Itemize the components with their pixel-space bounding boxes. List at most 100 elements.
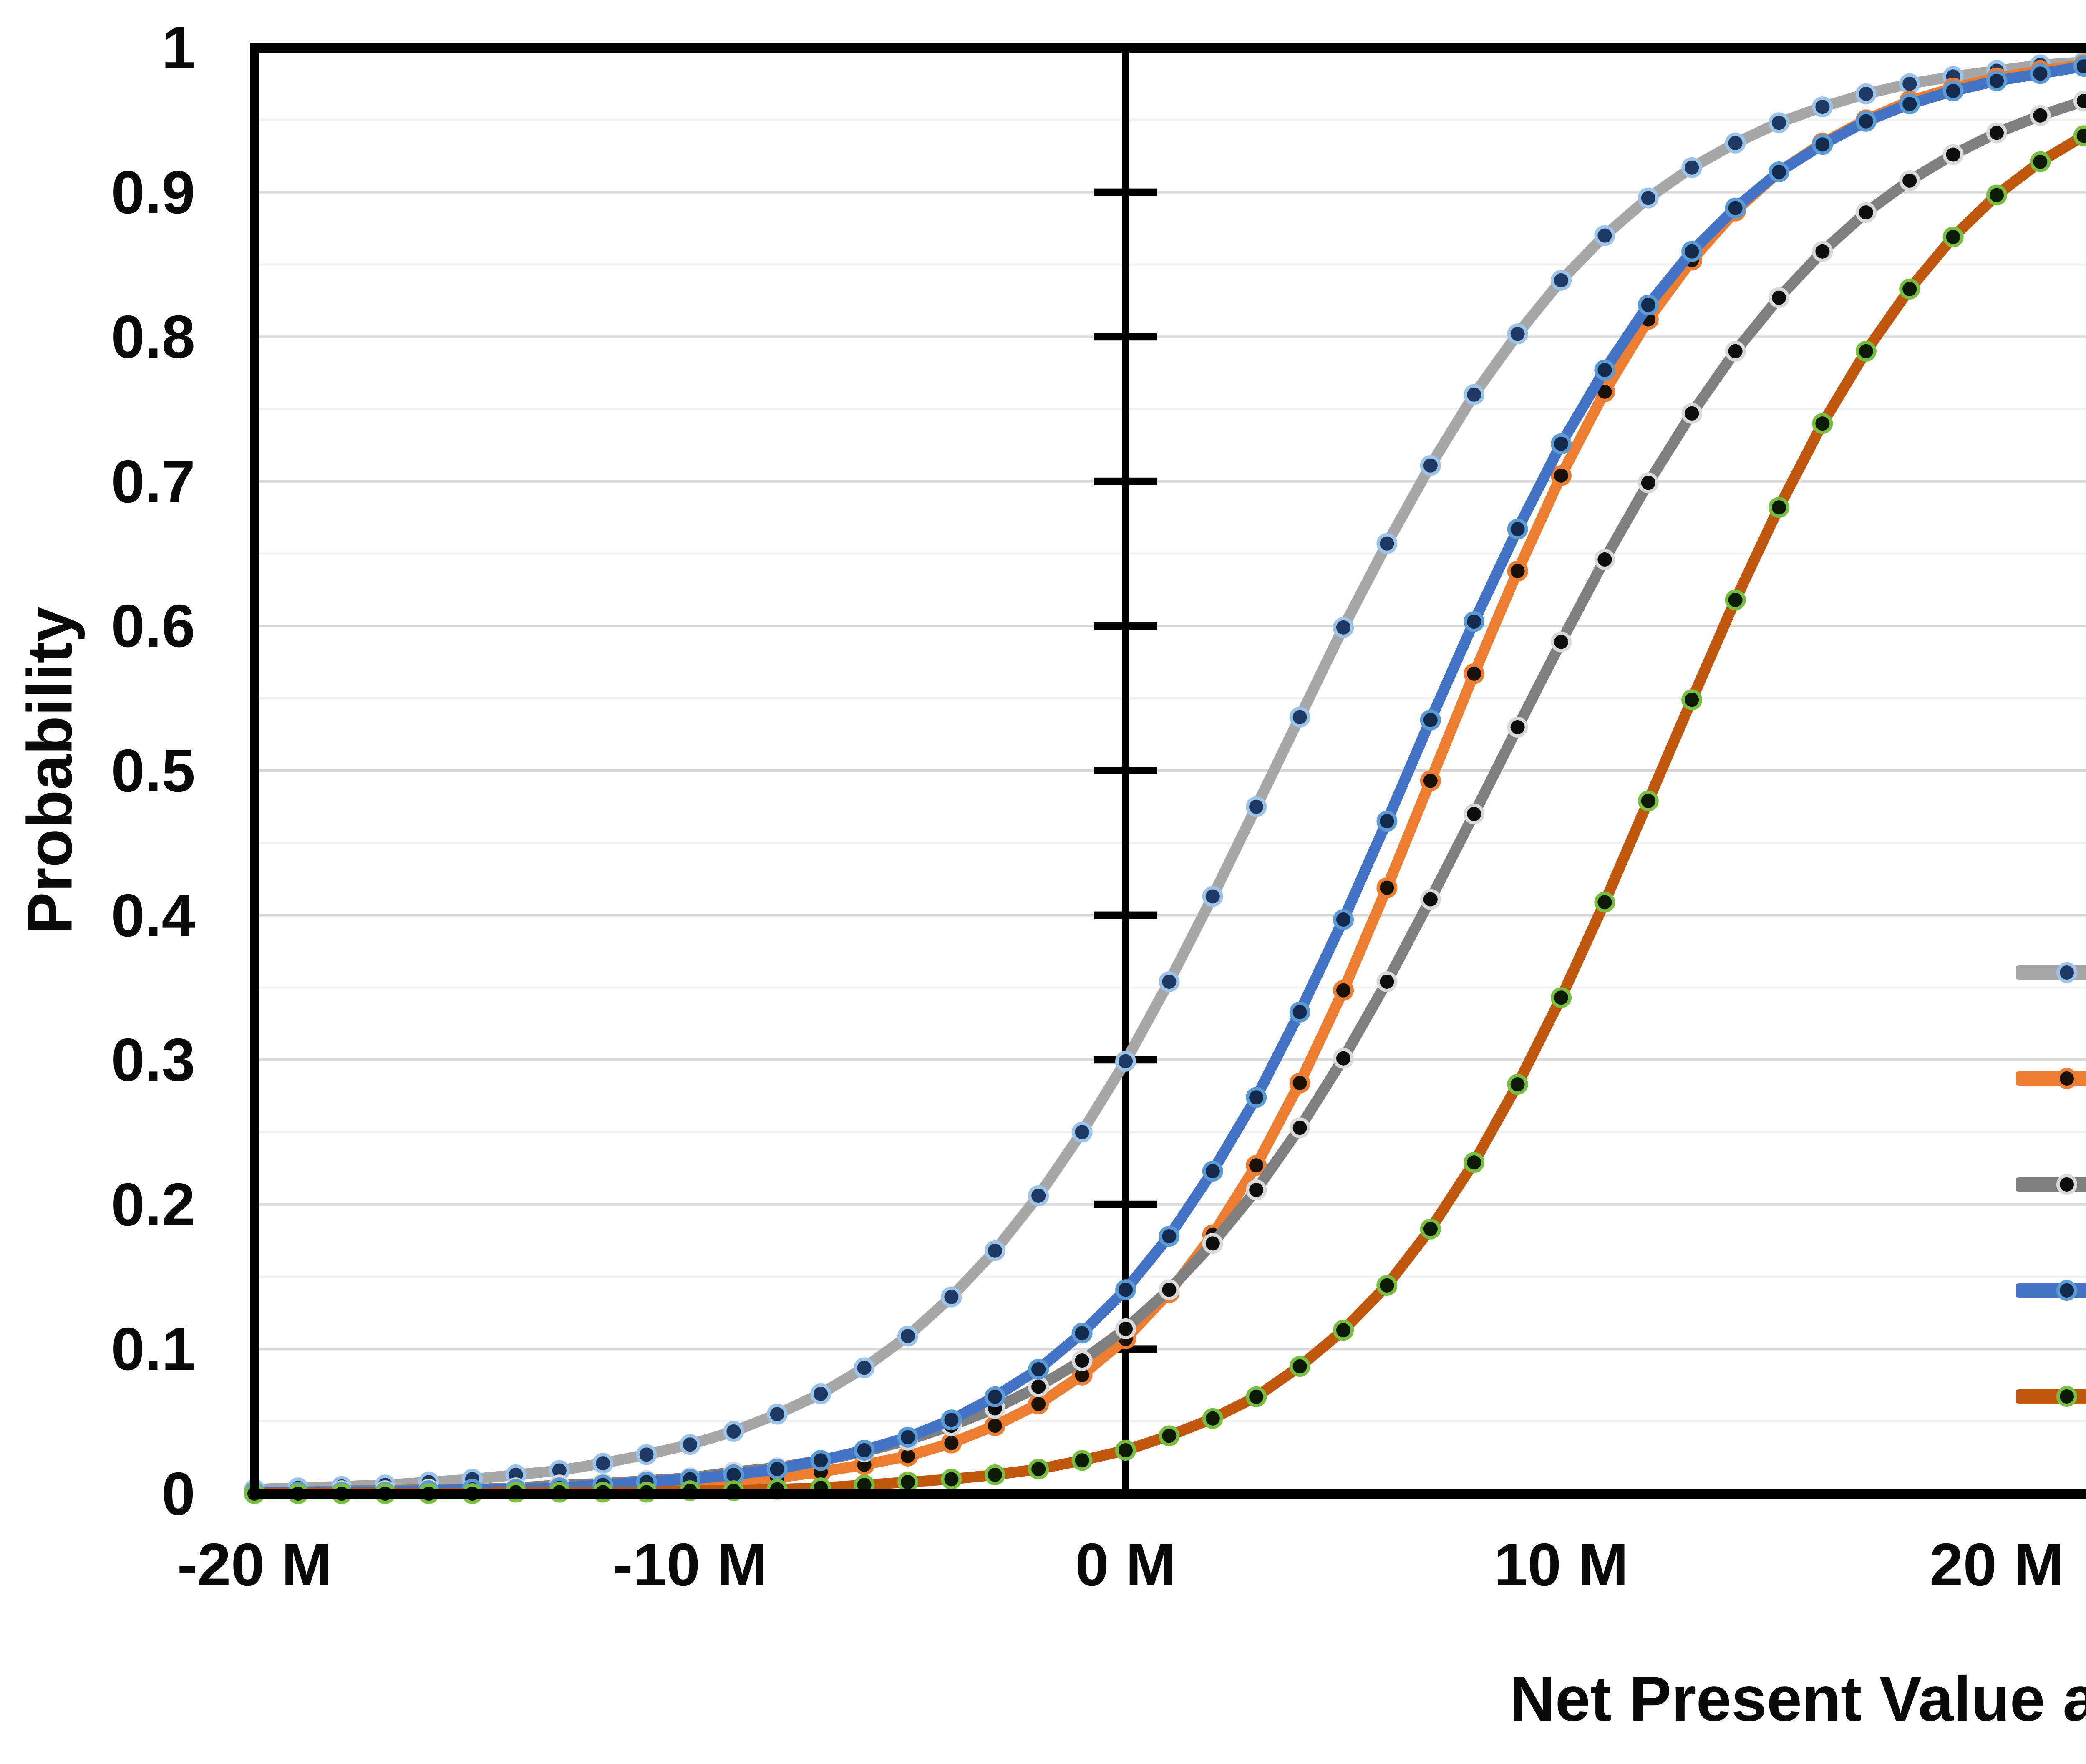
legend-line-marker-icon [2016, 1174, 2086, 1195]
data-point-marker [1420, 889, 1441, 910]
x-tick-label: -10 M [612, 1531, 768, 1598]
data-point-marker [1942, 227, 1964, 247]
gridline-minor [254, 1275, 2086, 1278]
data-point-marker [1551, 465, 1572, 486]
gridline-major [254, 1348, 2086, 1351]
data-point-marker [1159, 1279, 1180, 1300]
gridline-major [254, 1058, 2086, 1061]
data-point-marker [1246, 1087, 1267, 1108]
gridline-minor [254, 697, 2086, 700]
data-point-marker [1333, 980, 1354, 1001]
data-point-marker [1028, 1358, 1049, 1380]
data-point-marker [810, 1383, 831, 1404]
data-point-marker [984, 1386, 1005, 1407]
data-point-marker [1028, 1376, 1049, 1397]
legend-item-scenario-1: Scenario 1 [2016, 931, 2086, 1014]
gridline-minor [254, 118, 2086, 121]
data-point-marker [984, 1415, 1005, 1436]
data-point-marker [1507, 717, 1528, 738]
x-tick-label: 0 M [1075, 1531, 1176, 1598]
data-point-marker [680, 1434, 700, 1455]
data-point-marker [1769, 161, 1789, 183]
data-point-marker [1464, 1152, 1485, 1173]
data-point-marker [1028, 1459, 1049, 1480]
data-point-marker [1115, 1440, 1136, 1461]
data-point-marker [1115, 1318, 1136, 1339]
x-tick-label: -20 M [177, 1531, 332, 1598]
zero-axis-tick [1094, 333, 1157, 341]
data-point-marker [1986, 70, 2007, 91]
data-point-marker [1812, 241, 1833, 262]
data-point-marker [1681, 689, 1703, 711]
gridline-minor [254, 408, 2086, 410]
data-point-marker [2030, 63, 2051, 84]
data-point-marker [1769, 497, 1789, 518]
gridline-minor [254, 1131, 2086, 1133]
data-point-marker [1551, 631, 1572, 653]
y-tick-label: 0.5 [111, 737, 195, 804]
y-tick-label: 0.2 [111, 1170, 195, 1238]
data-point-marker [1159, 1226, 1180, 1247]
zero-axis-tick [1094, 477, 1157, 485]
zero-axis-tick [1094, 767, 1157, 774]
gridline-major [254, 769, 2086, 772]
data-point-marker [1289, 1356, 1310, 1377]
data-point-marker [1855, 83, 1877, 104]
x-tick-label: 10 M [1494, 1531, 1629, 1598]
data-point-marker [984, 1464, 1005, 1485]
data-point-marker [941, 1469, 962, 1490]
data-point-marker [1769, 287, 1789, 308]
data-point-marker [1725, 197, 1746, 219]
y-tick-label: 0.6 [111, 592, 195, 660]
frame-bottom [250, 1489, 2086, 1499]
data-point-marker [897, 1426, 918, 1448]
data-point-marker [1420, 709, 1441, 731]
data-point-marker [1638, 294, 1659, 315]
data-point-marker [1899, 73, 1920, 94]
data-point-marker [1071, 1350, 1093, 1371]
data-point-marker [1159, 1425, 1180, 1446]
y-tick-label: 1 [161, 14, 195, 81]
legend-item-scenario-2: Scenario 2 [2016, 1037, 2086, 1120]
zero-axis [1094, 48, 1157, 1494]
data-point-marker [1594, 225, 1615, 246]
data-point-marker [1986, 184, 2007, 206]
data-point-marker [1159, 971, 1180, 992]
data-point-marker [1202, 1161, 1223, 1182]
data-point-marker [723, 1421, 744, 1442]
data-point-marker [1202, 886, 1223, 907]
data-point-marker [1942, 81, 1964, 101]
data-point-marker [1899, 278, 1920, 300]
data-point-marker [1420, 1218, 1441, 1240]
data-point-marker [1681, 403, 1703, 424]
data-point-marker [1507, 323, 1528, 345]
data-point-marker [766, 1459, 788, 1480]
data-point-marker [1594, 892, 1615, 913]
data-point-marker [1899, 170, 1920, 191]
data-point-marker [1464, 663, 1485, 684]
data-point-marker [1464, 804, 1485, 824]
y-tick-label: 0.9 [111, 158, 195, 226]
data-point-marker [941, 1432, 962, 1454]
data-point-marker [1638, 472, 1659, 494]
data-point-marker [1202, 1408, 1223, 1429]
y-tick-label: 0.7 [111, 447, 195, 515]
data-point-marker [2073, 91, 2086, 112]
data-point-marker [897, 1326, 918, 1347]
data-point-marker [1289, 1001, 1310, 1023]
y-tick-label: 0.1 [111, 1315, 195, 1383]
data-point-marker [1855, 111, 1877, 132]
y-tick-label: 0.4 [111, 881, 195, 949]
series-line [249, 129, 2086, 1499]
y-tick-label: 0 [161, 1460, 195, 1527]
data-point-marker [1986, 122, 2007, 144]
data-point-marker [592, 1453, 614, 1474]
data-point-marker [1115, 1051, 1136, 1072]
legend-line-marker-icon [2016, 962, 2086, 983]
data-point-marker [1246, 1179, 1267, 1201]
gridline-major [254, 480, 2086, 483]
data-point-marker [1289, 706, 1310, 728]
data-point-marker [766, 1404, 788, 1425]
frame-top [250, 43, 2086, 53]
y-tick-label: 0.8 [111, 303, 195, 371]
